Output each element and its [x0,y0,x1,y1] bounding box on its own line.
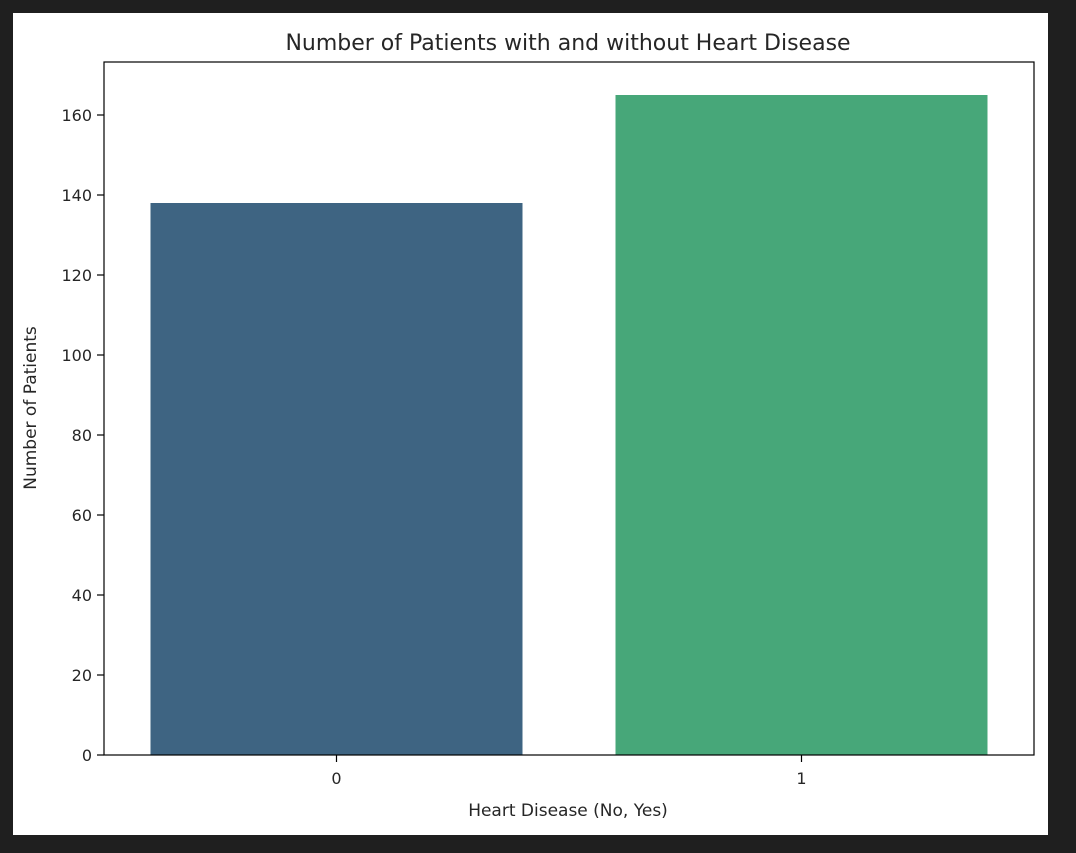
figure-panel: Number of Patients with and without Hear… [13,13,1048,835]
x-axis-label: Heart Disease (No, Yes) [468,801,668,821]
x-tick-label: 1 [796,769,806,788]
y-tick-label: 80 [72,426,92,445]
y-tick-label: 120 [61,266,92,285]
bar-0 [150,203,523,755]
y-tick-label: 40 [72,586,92,605]
y-tick-label: 0 [82,746,92,765]
bar-chart: Number of Patients with and without Hear… [21,31,1035,821]
chart-title: Number of Patients with and without Hear… [285,31,850,56]
y-tick-label: 140 [61,186,92,205]
y-tick-label: 160 [61,106,92,125]
bar-1 [615,95,988,755]
plot-area-frame [103,61,1035,756]
x-tick-label: 0 [331,769,341,788]
y-axis-label: Number of Patients [21,326,41,490]
bars-layer [150,95,988,755]
y-tick-label: 20 [72,666,92,685]
y-tick-label: 60 [72,506,92,525]
y-tick-label: 100 [61,346,92,365]
y-axis: 0 20 40 60 80 100 120 140 160 [61,106,104,765]
